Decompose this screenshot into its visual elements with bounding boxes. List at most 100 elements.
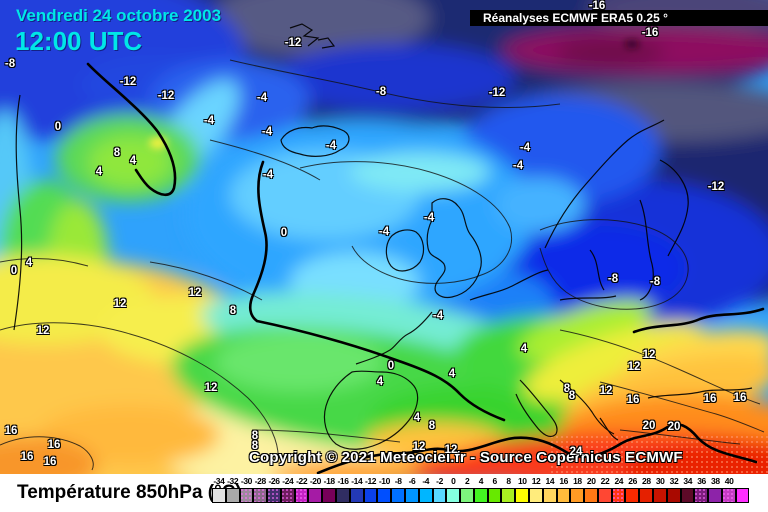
temp-label: 8 [568,390,576,402]
legend-tick: 2 [464,476,470,486]
temp-label: -8 [607,273,619,285]
legend-tick: -34 [213,476,225,486]
legend-cell [432,488,447,503]
temp-label: -4 [519,142,531,154]
legend-tick: 12 [531,476,541,486]
temp-label: -12 [119,76,137,88]
temp-label: 4 [129,155,137,167]
temp-label: 8 [251,430,259,442]
legend-tick: 24 [614,476,624,486]
legend-tick: 28 [642,476,651,486]
legend-tick: -8 [394,476,402,486]
legend-cell [528,488,543,503]
legend-cell [308,488,323,503]
legend-cell [294,488,309,503]
legend-tick: 0 [451,476,456,486]
legend-tick: -24 [282,476,294,486]
temp-label: -4 [256,92,268,104]
legend-tick-row: -34 -32 -30 -28 -26 -24 -22 -20 -18 -16 -14 -12 -10-… [212,476,757,486]
legend-area: Température 850hPa (°C) -34 -32 -30 -28 -26-… [0,474,768,512]
date-label: Vendredi 24 octobre 2003 [16,6,222,25]
legend-tick: 40 [724,476,734,486]
legend-tick: -10 [378,476,390,486]
legend-cell [556,488,571,503]
legend-tick: -30 [240,476,253,486]
temp-label: 12 [412,441,426,453]
legend-tick: 30 [655,476,665,486]
legend-tick: 22 [600,476,610,486]
temp-label: 12 [113,298,127,310]
legend-cell [404,488,419,503]
temp-label: 12 [36,325,50,337]
legend-scale: -34 -32 -30 -28 -26 -24 -22 -20 -18 -16 -14 -12 -10-… [212,474,757,512]
temp-label: -4 [261,126,273,138]
legend-tick: 38 [711,476,720,486]
legend-tick: -16 [337,476,349,486]
legend-cell [542,488,557,503]
temp-label: 16 [43,456,57,468]
temp-label: 8 [251,440,259,452]
temp-label: 20 [667,421,681,433]
legend-tick: 16 [559,476,568,486]
temp-label: 16 [20,451,34,463]
temp-label: 8 [428,420,436,432]
legend-cell [597,488,612,503]
temp-label: 8 [113,147,121,159]
legend-tick: 18 [573,476,582,486]
legend-tick: 32 [669,476,679,486]
temp-label: -12 [707,181,725,193]
legend-cell [515,488,529,503]
temp-label: 16 [626,394,640,406]
legend-cell [446,488,461,503]
temp-label: 12 [188,287,202,299]
temp-label: -16 [588,0,606,12]
temp-label: -4 [432,310,444,322]
temp-label: -4 [203,115,215,127]
legend-tick: 8 [506,476,511,486]
legend-tick: -6 [408,476,416,486]
temp-label: -4 [378,226,390,238]
legend-cell [280,488,295,503]
temp-label: 0 [54,121,62,133]
legend-tick: 26 [628,476,637,486]
legend-cell [322,488,337,503]
temp-label: 12 [642,349,656,361]
legend-cell [570,488,585,503]
legend-cell [212,488,226,503]
temp-label: 16 [703,393,717,405]
legend-cell [653,488,667,503]
temp-label: 24 [569,446,583,458]
temp-label: 0 [280,227,288,239]
legend-cell [267,488,281,503]
temp-label: 12 [204,382,218,394]
legend-cell [584,488,598,503]
legend-tick: 14 [545,476,555,486]
legend-cell [418,488,433,503]
legend-cell [639,488,653,503]
legend-tick: 34 [683,476,693,486]
legend-tick: -26 [268,476,280,486]
legend-cell [501,488,516,503]
legend-tick: -22 [296,476,308,486]
temp-label: 16 [4,425,18,437]
legend-tick: 4 [478,476,484,486]
temp-label: 8 [229,305,237,317]
legend-cell [721,488,736,503]
legend-tick: -28 [254,476,266,486]
legend-cell [225,488,240,503]
temp-label: -4 [325,140,337,152]
temp-label: 4 [520,343,528,355]
legend-tick: -14 [351,476,363,486]
legend-cell [666,488,681,503]
legend-tick: 6 [492,476,498,486]
temp-label: -4 [262,169,274,181]
legend-cell [735,488,750,503]
time-label: 12:00 UTC [15,26,143,56]
legend-cell [611,488,626,503]
temp-label: 4 [413,412,421,424]
legend-cell [336,488,350,503]
temp-label: -8 [4,58,16,70]
temp-label: -4 [423,212,435,224]
temp-label: 12 [599,385,613,397]
